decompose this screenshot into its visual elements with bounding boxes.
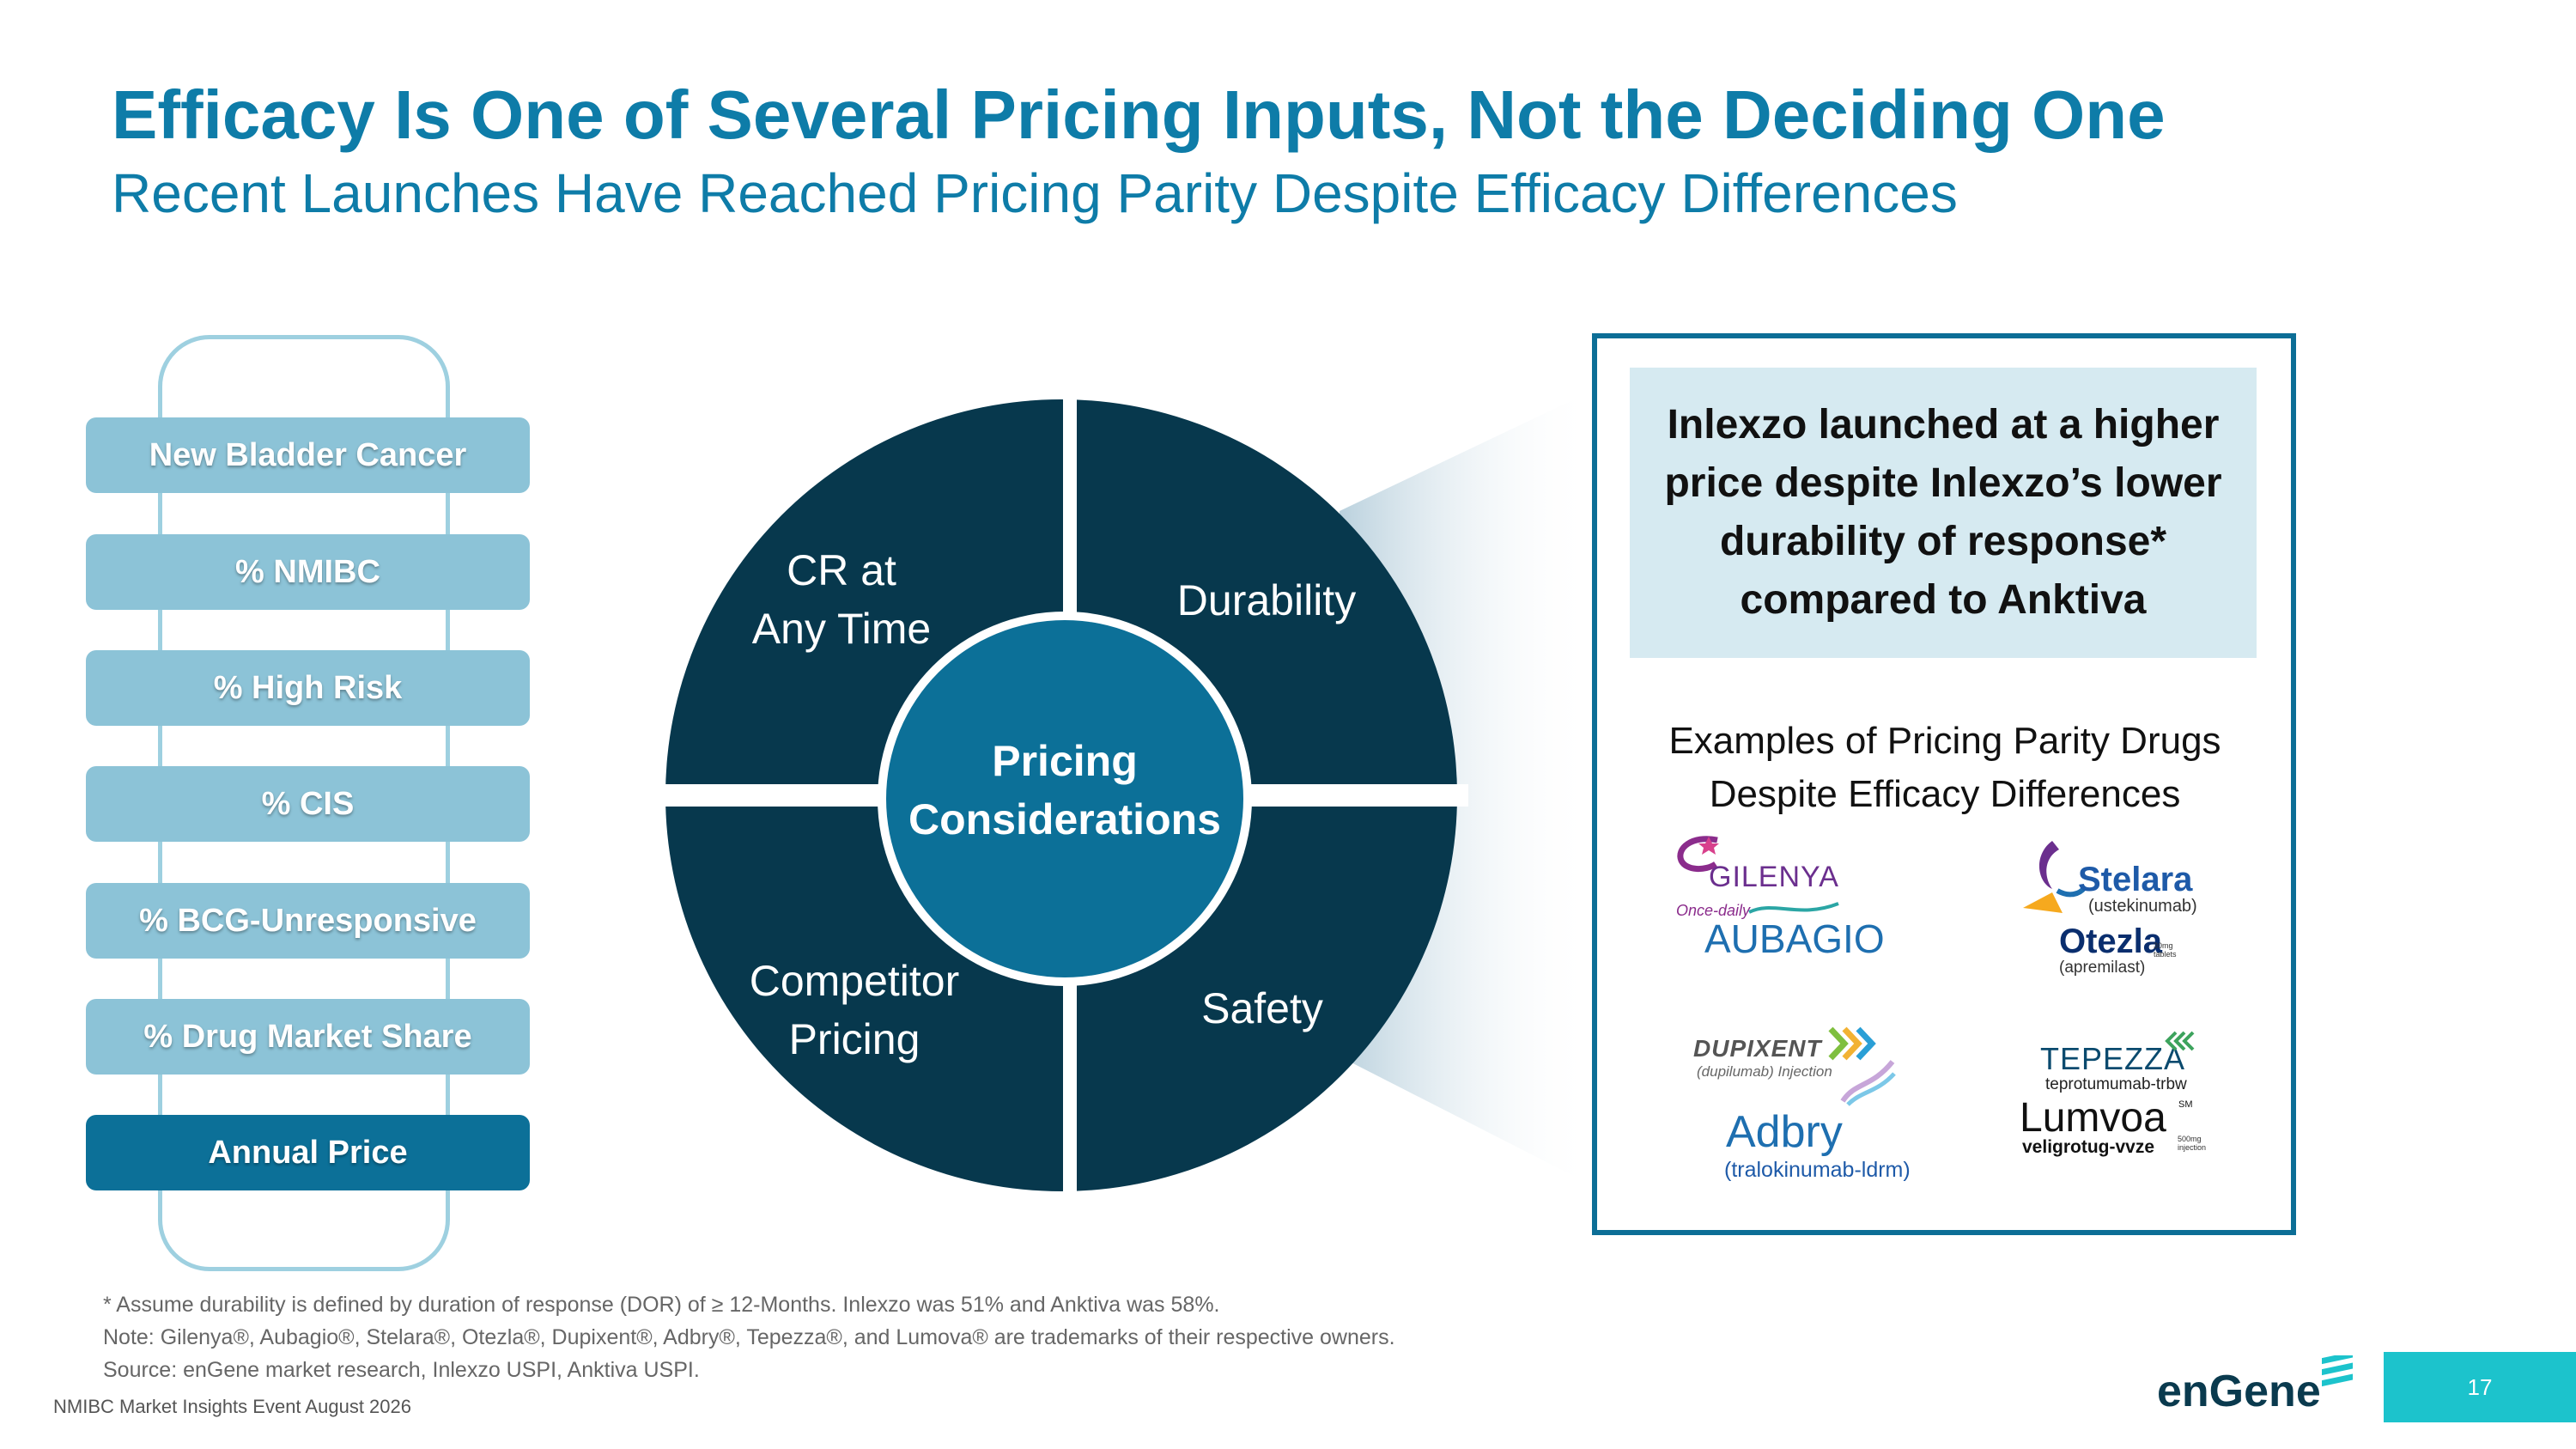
page-title: Efficacy Is One of Several Pricing Input… bbox=[112, 76, 2166, 153]
wheel-center-line2: Considerations bbox=[908, 795, 1221, 843]
logo-stelara-sub: (ustekinumab) bbox=[2088, 897, 2197, 916]
tepezza-chevrons-icon bbox=[2165, 1031, 2195, 1051]
footnote-trademarks: Note: Gilenya®, Aubagio®, Stelara®, Otez… bbox=[103, 1325, 1395, 1349]
logo-otezla-sub: (apremilast) bbox=[2059, 959, 2146, 977]
logo-tepezza: TEPEZZA bbox=[2040, 1041, 2186, 1076]
logo-adbry-sub: (tralokinumab-ldrm) bbox=[1724, 1158, 1911, 1182]
funnel-step-annual-price: Annual Price bbox=[86, 1115, 530, 1190]
page-number: 17 bbox=[2384, 1352, 2576, 1422]
funnel-step-high-risk: % High Risk bbox=[86, 650, 530, 726]
logo-aubagio-tag: Once-daily bbox=[1676, 902, 1751, 919]
examples-heading: Examples of Pricing Parity Drugs Despite… bbox=[1631, 715, 2258, 821]
examples-line2: Despite Efficacy Differences bbox=[1709, 773, 2181, 815]
logo-otezla-dose: 30mg tablets bbox=[2154, 941, 2177, 959]
funnel-step-nmibc: % NMIBC bbox=[86, 534, 530, 610]
logo-lumvoa: Lumvoa bbox=[2020, 1095, 2166, 1141]
dupixent-chevrons-icon bbox=[1828, 1026, 1876, 1061]
funnel-step-bcg-unresponsive: % BCG-Unresponsive bbox=[86, 883, 530, 959]
stelara-otezla-mark-icon bbox=[2023, 841, 2087, 913]
wheel-label-competitor-pricing: Competitor Pricing bbox=[713, 952, 996, 1068]
logo-adbry: Adbry bbox=[1726, 1107, 1843, 1157]
wheel-label-cr-any-time: CR at Any Time bbox=[704, 541, 979, 658]
callout-headline: Inlexzo launched at a higher price despi… bbox=[1630, 368, 2257, 658]
wheel-center-line1: Pricing bbox=[992, 737, 1138, 785]
brand-stripes-icon bbox=[2322, 1355, 2353, 1387]
wheel-label-cr-line2: Any Time bbox=[751, 605, 932, 653]
logo-lumvoa-dose: 500mg injection bbox=[2178, 1135, 2207, 1152]
logo-aubagio: AUBAGIO bbox=[1704, 916, 1885, 961]
funnel-step-new-bladder-cancer: New Bladder Cancer bbox=[86, 417, 530, 493]
examples-line1: Examples of Pricing Parity Drugs bbox=[1668, 720, 2221, 762]
logo-lumvoa-tm: SM bbox=[2178, 1099, 2193, 1110]
adbry-ribbon-icon bbox=[1840, 1060, 1896, 1106]
wheel-center bbox=[886, 620, 1243, 977]
gilenya-swoosh-icon bbox=[1677, 836, 1719, 872]
logo-dupixent: DUPIXENT bbox=[1693, 1035, 1822, 1062]
wheel-label-safety: Safety bbox=[1201, 984, 1323, 1032]
logo-tepezza-sub: teprotumumab-trbw bbox=[2045, 1075, 2187, 1093]
logo-dupixent-sub: (dupilumab) Injection bbox=[1697, 1063, 1832, 1080]
logo-gilenya: GILENYA bbox=[1709, 861, 1839, 893]
logo-stelara: Stelara bbox=[2078, 861, 2193, 898]
footnote-source: Source: enGene market research, Inlexzo … bbox=[103, 1358, 700, 1382]
wheel-label-competitor-line2: Pricing bbox=[788, 1015, 920, 1063]
logo-lumvoa-sub: veligrotug-vvze bbox=[2022, 1137, 2155, 1157]
funnel-step-cis: % CIS bbox=[86, 766, 530, 842]
footnotes: * Assume durability is defined by durati… bbox=[103, 1288, 1395, 1386]
page-subtitle: Recent Launches Have Reached Pricing Par… bbox=[112, 162, 1958, 224]
wheel-label-cr-line1: CR at bbox=[787, 546, 896, 594]
footnote-durability: * Assume durability is defined by durati… bbox=[103, 1293, 1220, 1317]
funnel-step-drug-market-share: % Drug Market Share bbox=[86, 999, 530, 1075]
wheel-center-label: Pricing Considerations bbox=[893, 732, 1236, 849]
aubagio-wave-icon bbox=[1748, 902, 1839, 914]
wheel-label-competitor-line1: Competitor bbox=[749, 957, 960, 1005]
brand-logo: enGene bbox=[2157, 1367, 2321, 1416]
wheel-label-durability: Durability bbox=[1176, 576, 1357, 624]
logo-otezla: Otezla bbox=[2059, 922, 2163, 960]
callout-headline-text: Inlexzo launched at a higher price despi… bbox=[1664, 402, 2222, 623]
footer-event: NMIBC Market Insights Event August 2026 bbox=[53, 1396, 411, 1417]
